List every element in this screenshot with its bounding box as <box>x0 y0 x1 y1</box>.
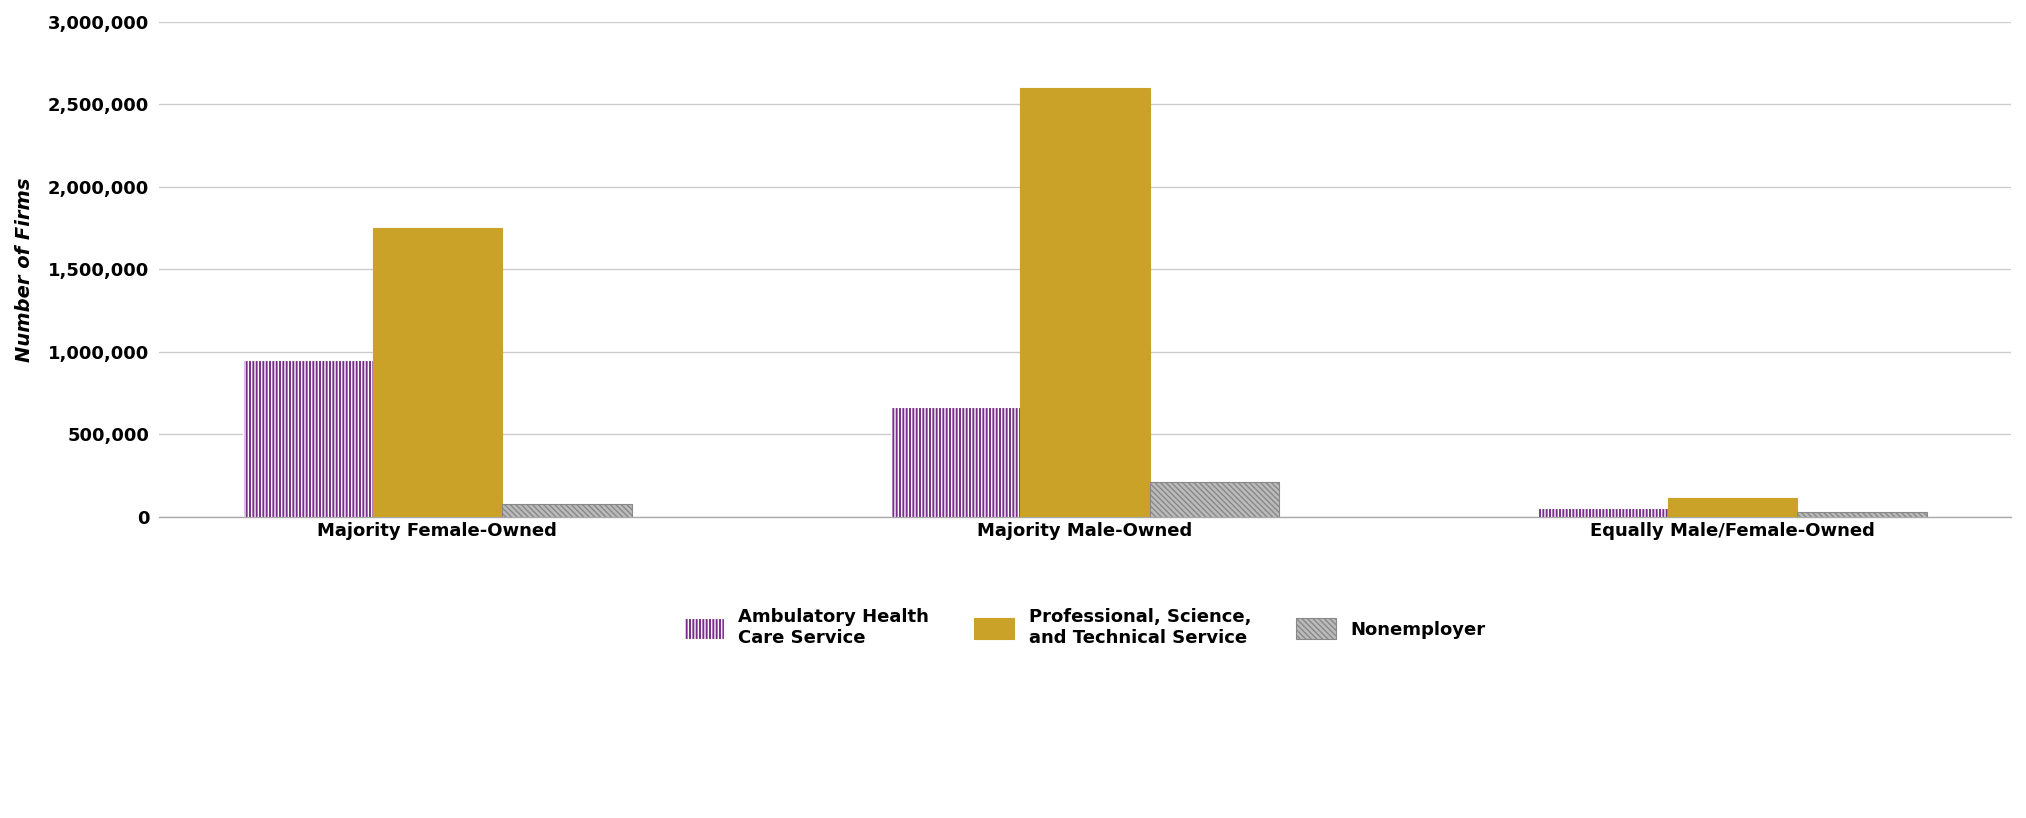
Bar <box>373 228 502 517</box>
Bar <box>891 407 1021 517</box>
Y-axis label: Number of Firms: Number of Firms <box>14 178 34 362</box>
Bar <box>502 505 632 517</box>
Bar <box>1538 508 1667 517</box>
Legend: Ambulatory Health
Care Service, Professional, Science,
and Technical Service, No: Ambulatory Health Care Service, Professi… <box>675 600 1495 656</box>
Bar <box>1021 88 1149 517</box>
Bar <box>1797 512 1927 517</box>
Bar <box>1149 482 1278 517</box>
Bar <box>1667 498 1797 517</box>
Bar <box>243 360 373 517</box>
